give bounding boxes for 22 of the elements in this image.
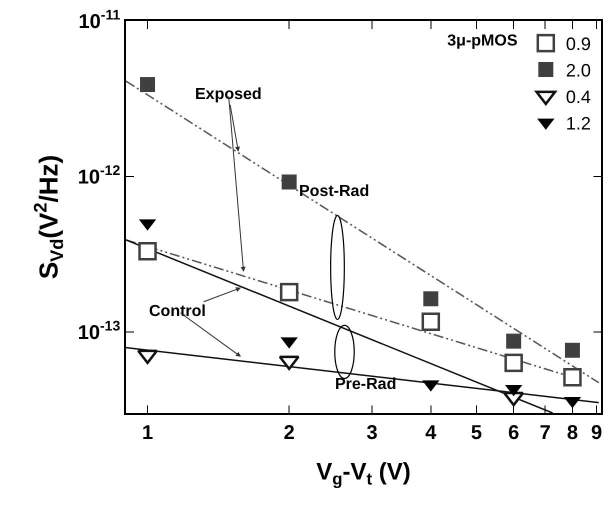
legend-label: 0.4 [566,86,591,107]
legend-label: 1.2 [566,113,591,134]
x-tick-label: 7 [540,422,551,444]
x-axis-title: V$_{g}$-V$_{t}$ (V) [316,458,411,489]
legend-label: 0.9 [566,34,591,54]
legend-title: 3μ-pMOS [447,32,518,50]
y-tick-label: 10$^{-11}$ [78,6,120,33]
x-tick-label: 3 [366,422,378,444]
x-tick-label: 6 [508,422,520,444]
x-tick-label: 2 [284,422,295,444]
annotation: Pre-Rad [335,376,396,393]
x-tick-label: 1 [142,422,154,444]
annotation: Exposed [195,86,262,103]
y-tick-label: 10$^{-12}$ [78,162,120,188]
x-tick-label: 4 [425,422,438,444]
annotation: Post-Rad [299,183,370,200]
y-tick-label: 10$^{-13}$ [78,317,120,344]
x-tick-label: 8 [566,422,578,444]
x-tick-label: 9 [590,422,602,444]
annotation: Control [149,303,206,320]
x-tick-label: 5 [470,422,482,444]
legend-label: 2.0 [566,60,591,81]
